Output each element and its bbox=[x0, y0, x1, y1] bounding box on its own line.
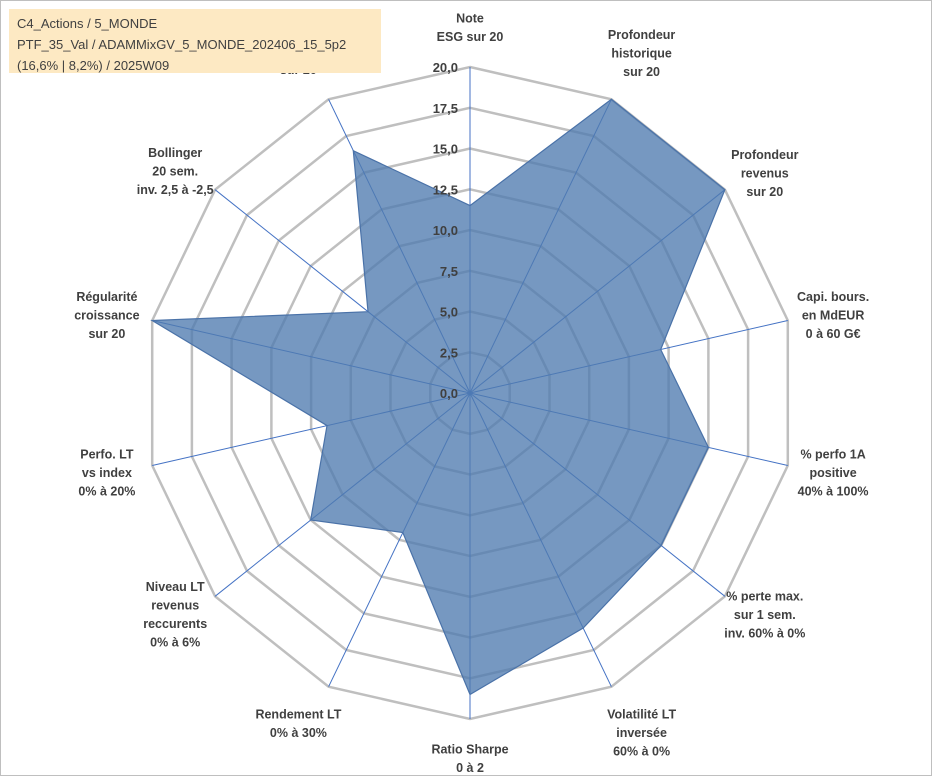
tick-label: 10,0 bbox=[433, 223, 458, 238]
axis-label-line: Rendement LT bbox=[255, 707, 341, 721]
tick-label: 2,5 bbox=[440, 345, 458, 360]
axis-label: % perfo 1A positive 40% à 100% bbox=[798, 448, 869, 499]
axis-label-line: Note bbox=[456, 12, 484, 26]
tick-label: 7,5 bbox=[440, 264, 458, 279]
axis-label-line: en MdEUR bbox=[802, 309, 865, 323]
axis-label-line: revenus bbox=[741, 167, 789, 181]
axis-label: Niveau LT revenus reccurents 0% à 6% bbox=[143, 580, 207, 650]
tick-label: 20,0 bbox=[433, 60, 458, 75]
tick-label: 5,0 bbox=[440, 305, 458, 320]
info-line-performance: (16,6% | 8,2%) / 2025W09 bbox=[17, 58, 170, 73]
axis-label: Bollinger 20 sem. inv. 2,5 à -2,5 bbox=[137, 146, 214, 197]
axis-label: Ratio Sharpe 0 à 2 bbox=[431, 743, 508, 776]
axis-label-line: 0 à 2 bbox=[456, 761, 484, 775]
axis-label-line: positive bbox=[809, 466, 856, 480]
axis-label-line: inv. 60% à 0% bbox=[724, 627, 805, 641]
axis-label-line: 60% à 0% bbox=[613, 744, 670, 758]
axis-label-line: Profondeur bbox=[608, 28, 675, 42]
axis-label-line: sur 1 sem. bbox=[734, 608, 796, 622]
axis-label-line: 20 sem. bbox=[152, 165, 198, 179]
axis-label: Profondeur historique sur 20 bbox=[608, 28, 675, 79]
axis-label: Perfo. LT vs index 0% à 20% bbox=[78, 448, 135, 499]
axis-label: Rendement LT 0% à 30% bbox=[255, 707, 341, 740]
axis-label: Note ESG sur 20 bbox=[437, 12, 504, 45]
axis-label: Régularité croissance sur 20 bbox=[74, 290, 139, 341]
axis-label: % perte max. sur 1 sem. inv. 60% à 0% bbox=[724, 590, 805, 641]
info-line-portfolio: PTF_35_Val / ADAMMixGV_5_MONDE_202406_15… bbox=[17, 37, 347, 52]
axis-label-line: sur 20 bbox=[88, 327, 125, 341]
tick-label: 17,5 bbox=[433, 101, 458, 116]
axis-label-line: Niveau LT bbox=[146, 580, 205, 594]
axis-label-line: revenus bbox=[151, 599, 199, 613]
axis-label-line: 0% à 6% bbox=[150, 636, 200, 650]
axis-label-line: Bollinger bbox=[148, 146, 202, 160]
axis-label-line: 40% à 100% bbox=[798, 485, 869, 499]
axis-label-line: Régularité bbox=[76, 290, 137, 304]
axis-label-line: Ratio Sharpe bbox=[431, 743, 508, 757]
axis-label-line: sur 20 bbox=[623, 65, 660, 79]
axis-label-line: sur 20 bbox=[746, 185, 783, 199]
axis-label-line: vs index bbox=[82, 466, 132, 480]
tick-label: 12,5 bbox=[433, 182, 458, 197]
axis-label-line: reccurents bbox=[143, 617, 207, 631]
axis-label-line: Volatilité LT bbox=[607, 707, 676, 721]
axis-label-line: Capi. bours. bbox=[797, 290, 869, 304]
axis-label-line: historique bbox=[611, 47, 671, 61]
axis-label: Profondeur revenus sur 20 bbox=[731, 148, 798, 199]
axis-label-line: 0% à 20% bbox=[78, 485, 135, 499]
axis-label-line: croissance bbox=[74, 309, 139, 323]
portfolio-info-box: C4_Actions / 5_MONDE PTF_35_Val / ADAMMi… bbox=[9, 9, 381, 73]
axis-label-line: ESG sur 20 bbox=[437, 30, 504, 44]
tick-labels: 0,0 2,5 5,0 7,5 10,0 12,5 15,0 17,5 20,0 bbox=[433, 60, 458, 401]
info-line-category: C4_Actions / 5_MONDE bbox=[17, 16, 158, 31]
axis-label-line: Profondeur bbox=[731, 148, 798, 162]
axis-label-line: Perfo. LT bbox=[80, 448, 134, 462]
data-series-area bbox=[150, 98, 726, 696]
axis-label: Volatilité LT inversée 60% à 0% bbox=[607, 707, 676, 758]
tick-label: 15,0 bbox=[433, 142, 458, 157]
axis-label-line: % perfo 1A bbox=[800, 448, 865, 462]
axis-label-line: % perte max. bbox=[726, 590, 803, 604]
tick-label: 0,0 bbox=[440, 386, 458, 401]
axis-label: Capi. bours. en MdEUR 0 à 60 G€ bbox=[797, 290, 869, 341]
axis-label-line: inversée bbox=[616, 726, 667, 740]
axis-label-line: 0 à 60 G€ bbox=[806, 327, 861, 341]
axis-label-line: 0% à 30% bbox=[270, 726, 327, 740]
axis-label-line: inv. 2,5 à -2,5 bbox=[137, 183, 214, 197]
